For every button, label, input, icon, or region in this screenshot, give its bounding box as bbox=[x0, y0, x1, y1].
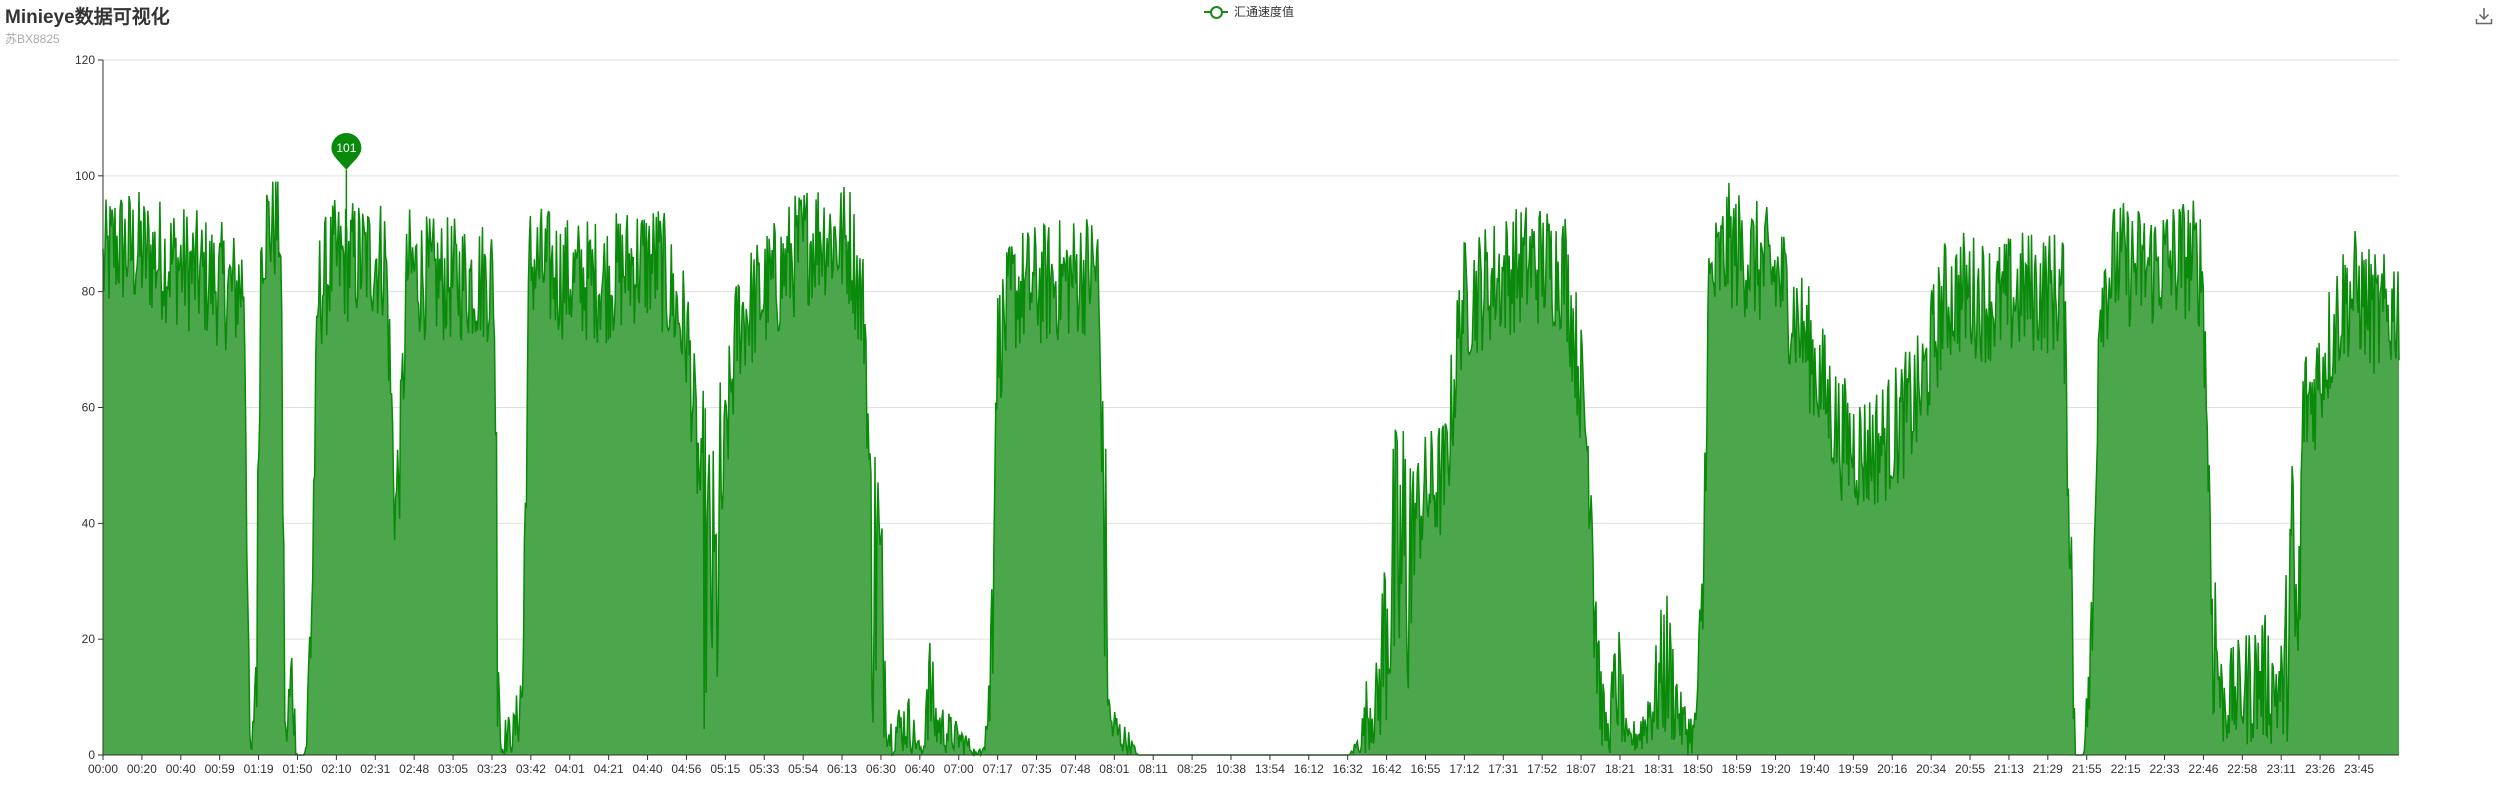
x-tick-label: 02:31 bbox=[360, 762, 390, 776]
legend-label: 汇通速度值 bbox=[1234, 5, 1295, 19]
x-tick-label: 07:35 bbox=[1022, 762, 1052, 776]
x-tick-label: 21:55 bbox=[2072, 762, 2102, 776]
y-tick-label: 60 bbox=[82, 401, 96, 415]
x-tick-label: 02:48 bbox=[399, 762, 429, 776]
x-tick-label: 16:12 bbox=[1294, 762, 1324, 776]
x-tick-label: 16:55 bbox=[1410, 762, 1440, 776]
x-tick-label: 18:31 bbox=[1644, 762, 1674, 776]
x-tick-label: 20:34 bbox=[1916, 762, 1946, 776]
x-tick-label: 08:11 bbox=[1139, 762, 1168, 776]
y-tick-label: 120 bbox=[75, 53, 95, 67]
x-tick-label: 04:01 bbox=[555, 762, 585, 776]
x-tick-label: 20:16 bbox=[1877, 762, 1907, 776]
x-tick-label: 02:10 bbox=[321, 762, 351, 776]
x-tick-label: 01:19 bbox=[244, 762, 274, 776]
x-tick-label: 05:54 bbox=[788, 762, 818, 776]
x-tick-label: 21:29 bbox=[2033, 762, 2063, 776]
x-tick-label: 08:25 bbox=[1177, 762, 1207, 776]
x-tick-label: 21:13 bbox=[1994, 762, 2024, 776]
x-tick-label: 23:26 bbox=[2305, 762, 2335, 776]
y-tick-label: 20 bbox=[82, 632, 96, 646]
x-tick-label: 17:52 bbox=[1527, 762, 1557, 776]
x-tick-label: 04:40 bbox=[633, 762, 663, 776]
x-tick-label: 06:13 bbox=[827, 762, 857, 776]
x-tick-label: 03:23 bbox=[477, 762, 507, 776]
x-tick-label: 18:07 bbox=[1566, 762, 1596, 776]
max-marker-label: 101 bbox=[336, 141, 356, 155]
x-tick-label: 18:21 bbox=[1605, 762, 1635, 776]
chart-title: Minieye数据可视化 bbox=[5, 7, 170, 28]
legend-item[interactable]: 汇通速度值 bbox=[1204, 3, 1294, 20]
x-tick-label: 04:21 bbox=[594, 762, 624, 776]
x-tick-label: 19:20 bbox=[1761, 762, 1791, 776]
y-tick-label: 0 bbox=[88, 748, 95, 762]
x-tick-label: 07:17 bbox=[983, 762, 1013, 776]
x-tick-label: 13:54 bbox=[1255, 762, 1285, 776]
x-tick-label: 00:59 bbox=[205, 762, 235, 776]
x-tick-label: 07:00 bbox=[944, 762, 974, 776]
max-marker-pin bbox=[331, 133, 362, 171]
x-tick-label: 22:15 bbox=[2111, 762, 2141, 776]
x-tick-label: 17:31 bbox=[1488, 762, 1518, 776]
x-tick-label: 03:05 bbox=[438, 762, 468, 776]
y-tick-label: 100 bbox=[75, 169, 95, 183]
x-tick-label: 05:15 bbox=[710, 762, 740, 776]
x-tick-label: 19:40 bbox=[1799, 762, 1829, 776]
download-icon[interactable] bbox=[2474, 6, 2494, 26]
x-tick-label: 22:58 bbox=[2227, 762, 2257, 776]
legend-marker-icon bbox=[1204, 5, 1228, 19]
x-tick-label: 16:42 bbox=[1372, 762, 1402, 776]
x-tick-label: 08:01 bbox=[1099, 762, 1129, 776]
y-tick-label: 40 bbox=[82, 516, 96, 530]
x-tick-label: 16:32 bbox=[1333, 762, 1363, 776]
x-tick-label: 00:40 bbox=[166, 762, 196, 776]
x-tick-label: 23:45 bbox=[2344, 762, 2374, 776]
x-tick-label: 20:55 bbox=[1955, 762, 1985, 776]
x-tick-label: 03:42 bbox=[516, 762, 546, 776]
x-tick-label: 01:50 bbox=[282, 762, 312, 776]
x-tick-label: 06:40 bbox=[905, 762, 935, 776]
x-tick-label: 18:50 bbox=[1683, 762, 1713, 776]
x-tick-label: 19:59 bbox=[1838, 762, 1868, 776]
x-tick-label: 00:00 bbox=[88, 762, 118, 776]
x-tick-label: 00:20 bbox=[127, 762, 157, 776]
x-tick-label: 06:30 bbox=[866, 762, 896, 776]
x-tick-label: 22:33 bbox=[2150, 762, 2180, 776]
x-tick-label: 18:59 bbox=[1722, 762, 1752, 776]
x-tick-label: 23:11 bbox=[2267, 762, 2296, 776]
series-area bbox=[103, 181, 2399, 756]
y-tick-label: 80 bbox=[82, 285, 96, 299]
x-tick-label: 07:48 bbox=[1060, 762, 1090, 776]
x-tick-label: 22:46 bbox=[2188, 762, 2218, 776]
x-tick-label: 17:12 bbox=[1449, 762, 1479, 776]
x-tick-label: 05:33 bbox=[749, 762, 779, 776]
chart-subtitle: 苏BX8825 bbox=[5, 32, 60, 46]
x-tick-label: 04:56 bbox=[671, 762, 701, 776]
x-tick-label: 10:38 bbox=[1216, 762, 1246, 776]
